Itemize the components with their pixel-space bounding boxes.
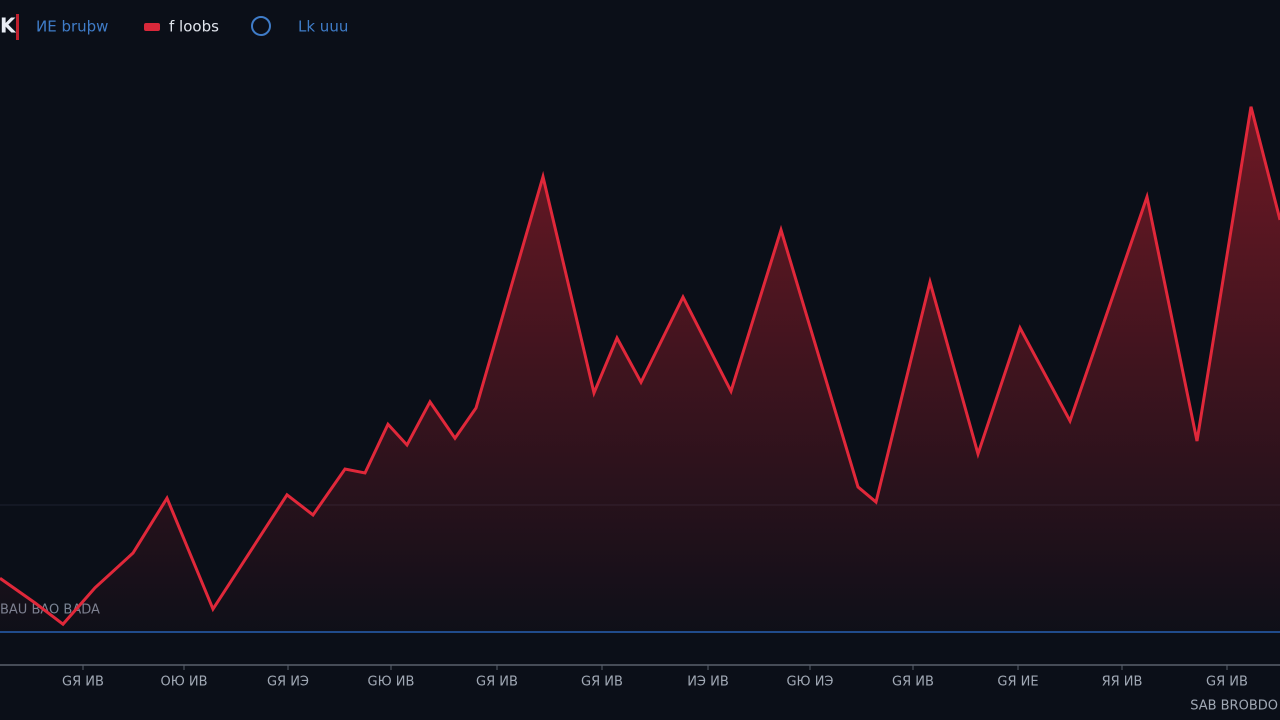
tab-icon — [144, 23, 160, 31]
x-tick-label: GЯ ИВ — [476, 675, 518, 690]
x-tick-label: ОЮ ИВ — [160, 675, 207, 690]
x-tick-label: GЮ ИВ — [368, 675, 415, 690]
x-tick-label: GЯ ИЭ — [267, 675, 309, 690]
area-fill — [0, 106, 1280, 633]
x-tick-label: GЯ ИВ — [1206, 675, 1248, 690]
tab[interactable]: Lk uuu — [298, 18, 348, 36]
logo: K — [0, 14, 17, 38]
x-tick-label: GЯ ИВ — [62, 675, 104, 690]
x-tick-label: GЮ ИЭ — [786, 675, 833, 690]
tab[interactable]: f loobs — [169, 18, 219, 36]
header: K ИЕ bruþw f loobs Lk uuu — [0, 14, 348, 40]
x-tick-label: ИЭ ИВ — [687, 675, 729, 690]
x-tick-label: GЯ ИВ — [892, 675, 934, 690]
annotation: SAB BROBDO — [1190, 699, 1278, 714]
tab[interactable]: ИЕ bruþw — [36, 18, 108, 36]
x-tick-label: GЯ ИЕ — [997, 675, 1038, 690]
x-tick-label: ЯЯ ИВ — [1102, 675, 1143, 690]
x-tick-label: GЯ ИВ — [581, 675, 623, 690]
line — [0, 106, 1280, 627]
divider — [16, 14, 19, 40]
tab-icon — [251, 16, 271, 36]
